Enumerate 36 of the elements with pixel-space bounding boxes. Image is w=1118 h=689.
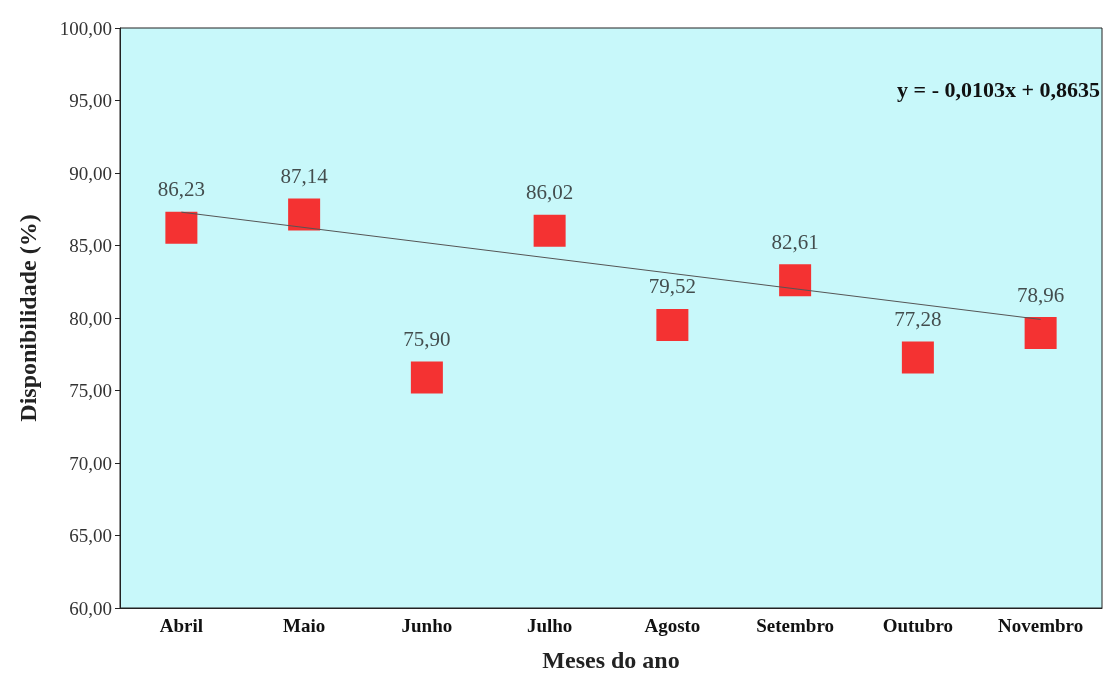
x-tick-label: Junho [401, 615, 453, 636]
point [288, 198, 321, 231]
y-tick-label: 65,00 [69, 525, 112, 546]
data-label: 77,28 [894, 306, 942, 331]
data-label: 75,90 [403, 326, 451, 351]
x-tick-label: Outubro [882, 615, 954, 636]
x-tick-label: Setembro [756, 615, 834, 636]
point [656, 308, 689, 341]
annotation: y = - 0,0103x + 0,8635 [897, 76, 1101, 102]
x-axis-title: Meses do ano [542, 647, 680, 673]
x-tick-label: Abril [159, 615, 204, 636]
y-tick-label: 60,00 [69, 597, 112, 619]
y-axis-title: Disponibilidade (%) [15, 214, 41, 422]
y-tick-label: 80,00 [69, 307, 112, 329]
data-label: 86,23 [157, 177, 205, 202]
x-tick-label: Julho [526, 615, 573, 636]
x-tick-label: Maio [283, 615, 326, 636]
point [901, 341, 934, 374]
x-tick-label: Novembro [998, 615, 1084, 636]
data-label: 86,02 [526, 180, 574, 205]
point [533, 214, 566, 247]
point [779, 264, 812, 297]
y-tick-label: 85,00 [69, 235, 112, 256]
data-label: 87,14 [280, 163, 329, 188]
y-tick-label: 70,00 [69, 452, 112, 474]
point [165, 211, 198, 244]
y-tick-label: 75,00 [69, 380, 112, 401]
point [1024, 317, 1057, 350]
y-tick-label: 90,00 [69, 162, 112, 184]
y-tick-label: 95,00 [69, 90, 112, 111]
x-tick-label: Agosto [644, 615, 701, 636]
data-label: 79,52 [648, 274, 696, 299]
point [410, 361, 443, 394]
data-label: 78,96 [1017, 282, 1065, 307]
y-tick-label: 100,00 [59, 17, 112, 39]
data-label: 82,61 [771, 229, 819, 254]
